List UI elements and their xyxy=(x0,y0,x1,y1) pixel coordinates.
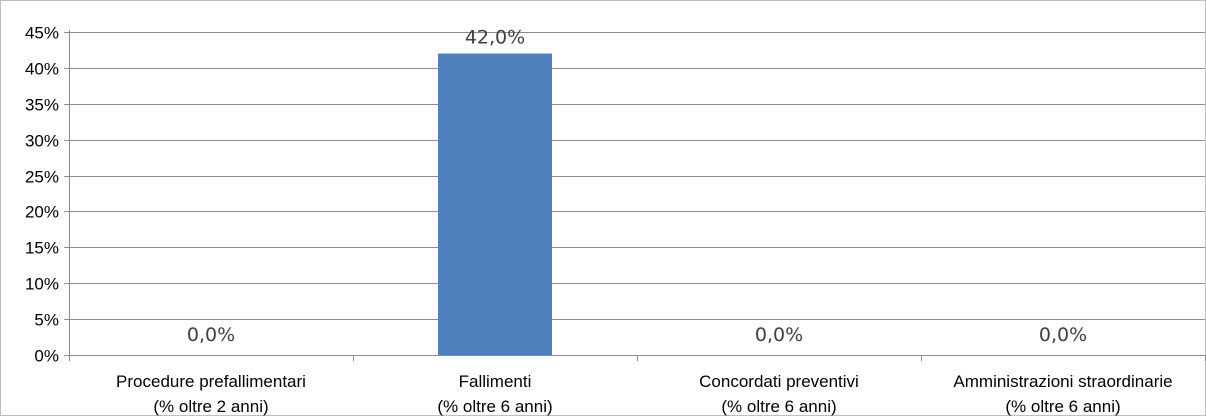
gridlines xyxy=(69,32,1205,320)
bars xyxy=(438,53,552,356)
category-label: (% oltre 6 anni) xyxy=(1005,397,1120,416)
y-tick-label: 5% xyxy=(34,311,59,330)
y-tick-label: 25% xyxy=(25,168,59,187)
bar xyxy=(438,53,552,356)
y-tick-label: 20% xyxy=(25,203,59,222)
category-label: Fallimenti xyxy=(459,372,532,391)
y-tick-label: 30% xyxy=(25,132,59,151)
category-label: Amministrazioni straordinarie xyxy=(953,372,1172,391)
y-tick-label: 35% xyxy=(25,96,59,115)
category-label: (% oltre 2 anni) xyxy=(153,397,268,416)
y-tick-label: 40% xyxy=(25,60,59,79)
y-tick-label: 0% xyxy=(34,347,59,366)
labels: 0% 5% 10% 15% 20% 25% 30% 35% 40% 45% 0,0% 42,0% 0,0… xyxy=(25,24,1173,417)
category-label: Procedure prefallimentari xyxy=(116,372,306,391)
data-label: 0,0% xyxy=(187,324,235,346)
category-label: (% oltre 6 anni) xyxy=(437,397,552,416)
data-label: 42,0% xyxy=(465,27,525,49)
data-label: 0,0% xyxy=(755,324,803,346)
y-tick-label: 10% xyxy=(25,275,59,294)
data-label: 0,0% xyxy=(1039,324,1087,346)
y-tick-label: 45% xyxy=(25,24,59,43)
category-label: Concordati preventivi xyxy=(699,372,859,391)
category-label: (% oltre 6 anni) xyxy=(721,397,836,416)
axes xyxy=(64,30,1206,361)
y-tick-label: 15% xyxy=(25,239,59,258)
